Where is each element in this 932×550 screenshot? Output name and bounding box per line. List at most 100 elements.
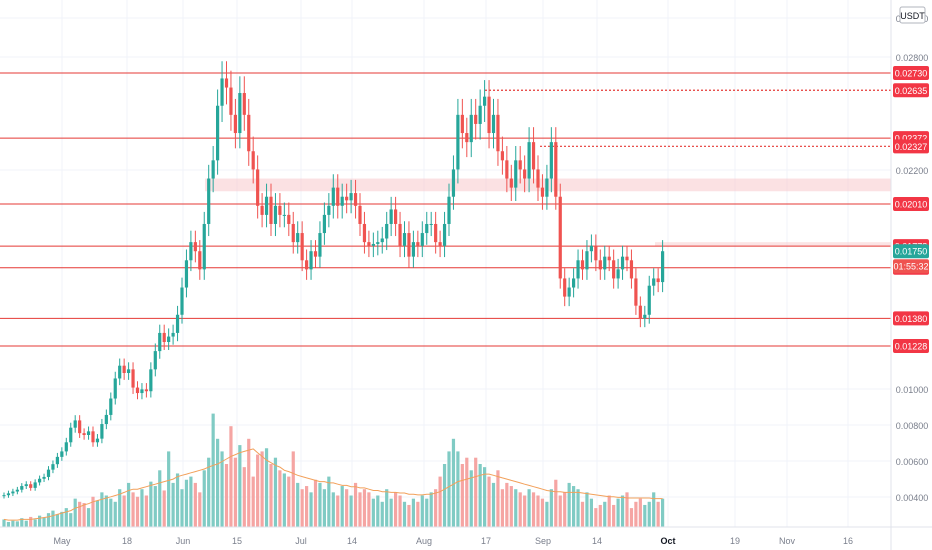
candle-body: [420, 233, 424, 246]
volume-bar: [198, 492, 202, 527]
volume-bar: [207, 457, 211, 527]
candle-body: [358, 205, 362, 224]
candle-body: [603, 256, 607, 270]
volume-bar: [229, 426, 233, 527]
volume-bar: [647, 501, 651, 527]
candle-body: [100, 424, 104, 439]
candle-body: [193, 242, 197, 252]
volume-bar: [540, 498, 545, 527]
volume-bar: [242, 467, 246, 527]
volume-bar: [118, 489, 122, 527]
volume-bar: [11, 520, 15, 527]
volume-bar: [291, 451, 295, 527]
currency-button[interactable]: USDT: [899, 6, 926, 24]
volume-bar: [523, 495, 527, 527]
volume-bar: [95, 500, 100, 527]
candle-body: [313, 251, 318, 257]
volume-bar: [269, 464, 273, 527]
price-axis-label: 0.00600: [896, 457, 929, 467]
volume-bar: [429, 492, 433, 527]
candle-body: [104, 414, 108, 425]
level-price-tag-bg: [893, 311, 929, 326]
candle-body: [135, 387, 140, 394]
candle-body: [616, 269, 620, 279]
candle-body: [158, 332, 162, 352]
volume-bar: [233, 457, 237, 527]
volume-bar: [509, 486, 513, 527]
candle-body: [202, 223, 206, 270]
candle-body: [576, 260, 580, 279]
volume-bar: [273, 457, 278, 527]
volume-bar: [140, 489, 144, 527]
candle-body: [55, 456, 59, 465]
candle-body: [558, 196, 562, 279]
volume-bar: [211, 413, 215, 527]
time-axis[interactable]: May 18 Jun 15 Jul 14 Aug 17 Sep 14 Oct 19 Nov 16: [0, 526, 932, 546]
candle-body: [376, 242, 380, 244]
candle-body: [491, 114, 496, 134]
volume-bar: [171, 482, 175, 527]
volume-bar: [500, 489, 504, 527]
currency-label: USDT: [900, 11, 925, 21]
volume-bar: [478, 464, 482, 527]
price-axis-label: 0.01000: [896, 385, 929, 395]
candle-body: [634, 278, 638, 306]
countdown-tag: 01:55:32: [893, 259, 929, 274]
candle-body: [273, 205, 278, 224]
volume-bar: [607, 495, 611, 527]
candle-body: [456, 114, 460, 170]
candle-body: [131, 369, 135, 388]
candle-body: [122, 365, 126, 373]
volume-bar: [247, 438, 251, 527]
candle-body: [478, 105, 482, 124]
level-price-tag-text: 0.01228: [895, 342, 928, 352]
volume-bar: [309, 492, 313, 527]
volume-bar: [305, 486, 309, 527]
candle-body: [362, 223, 367, 243]
volume-bar: [256, 454, 260, 527]
volume-bar: [184, 479, 189, 527]
volume-bar: [545, 501, 549, 527]
level-price-tag: 0.02010: [893, 197, 929, 211]
volume-bar: [496, 470, 500, 527]
candle-body: [349, 193, 353, 201]
volume-bar: [643, 504, 647, 527]
level-price-tag-bg: [893, 339, 929, 353]
candle-body: [238, 93, 242, 134]
candle-body: [113, 378, 117, 399]
candle-body: [394, 209, 398, 224]
volume-bar: [20, 518, 24, 527]
candle-body: [318, 233, 322, 257]
volume-bar: [322, 489, 326, 527]
volume-bar: [362, 489, 367, 527]
volume-bar: [434, 489, 438, 527]
candle-body: [51, 464, 55, 470]
candle-body: [389, 209, 393, 224]
volume-bar: [527, 489, 531, 527]
grid-lines: [0, 0, 891, 527]
time-axis-label: Jun: [176, 536, 191, 546]
volume-bar: [572, 486, 576, 527]
volume-bar: [420, 495, 424, 527]
candle-body: [656, 278, 660, 283]
volume-bar: [447, 451, 451, 527]
volume-bar: [180, 489, 184, 527]
volume-bar: [629, 508, 634, 527]
candle-body: [20, 486, 24, 490]
candle-body: [11, 491, 15, 494]
level-price-tag-bg: [893, 197, 929, 211]
candle-body: [429, 223, 433, 225]
candle-body: [247, 114, 251, 152]
volume-bar: [46, 513, 51, 527]
horizontal-levels[interactable]: [0, 72, 891, 347]
candle-body: [184, 260, 189, 288]
volume-bar: [652, 492, 656, 527]
volume-bar: [264, 448, 269, 527]
time-axis-label: May: [53, 536, 71, 546]
time-axis-label: 15: [232, 536, 242, 546]
candle-body: [438, 242, 442, 246]
level-price-tag-text: 0.02372: [895, 134, 928, 144]
volume-bar: [487, 476, 491, 527]
